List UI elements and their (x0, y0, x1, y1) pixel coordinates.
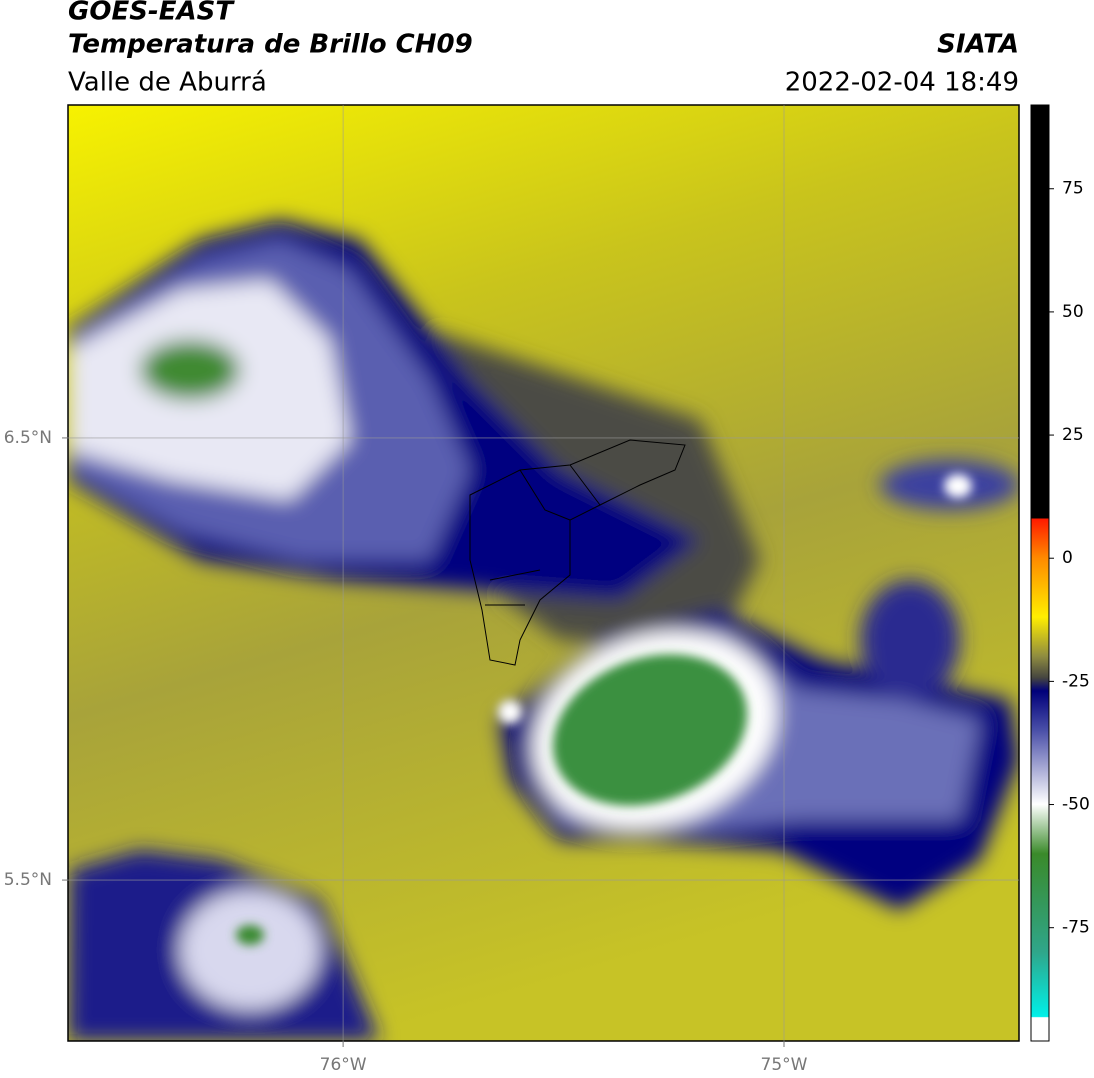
colorbar-label: 75 (1062, 179, 1084, 199)
datetime: 2022-02-04 18:49 (785, 68, 1019, 98)
colorbar (1030, 104, 1050, 1042)
subtitle: Temperatura de Brillo CH09 (68, 30, 473, 60)
region: Valle de Aburrá (68, 68, 267, 98)
colorbar-label: -50 (1062, 795, 1090, 815)
source: SIATA (937, 30, 1019, 60)
map-frame (67, 104, 1020, 1042)
colorbar-label: 50 (1062, 302, 1084, 322)
y-tick-label: 6.5°N (4, 428, 52, 448)
colorbar-label: 0 (1062, 548, 1073, 568)
title: GOES-EAST (68, 0, 235, 27)
satellite-image (68, 105, 1019, 1041)
colorbar-label: 25 (1062, 425, 1084, 445)
x-tick-label: 76°W (320, 1055, 367, 1075)
colorbar-label: -75 (1062, 918, 1090, 938)
y-tick-label: 5.5°N (4, 870, 52, 890)
colorbar-label: -25 (1062, 671, 1090, 691)
x-tick-label: 75°W (761, 1055, 808, 1075)
